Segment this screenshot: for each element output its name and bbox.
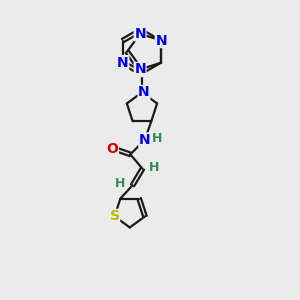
Text: N: N bbox=[134, 27, 146, 41]
Text: N: N bbox=[155, 34, 167, 47]
Text: N: N bbox=[139, 133, 151, 147]
Text: H: H bbox=[152, 132, 163, 145]
Text: H: H bbox=[115, 177, 126, 190]
Text: S: S bbox=[110, 209, 120, 224]
Text: H: H bbox=[149, 160, 159, 174]
Text: N: N bbox=[138, 85, 150, 100]
Text: N: N bbox=[117, 56, 129, 70]
Text: N: N bbox=[134, 62, 146, 76]
Text: O: O bbox=[106, 142, 119, 156]
